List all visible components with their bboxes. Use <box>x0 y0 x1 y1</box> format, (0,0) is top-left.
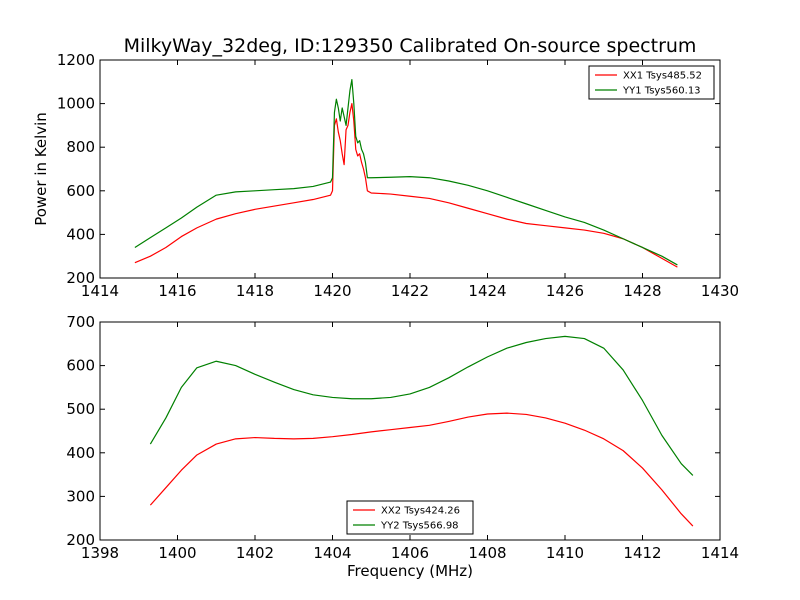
legend-box <box>346 500 474 535</box>
x-tick-label: 1420 <box>313 282 351 300</box>
x-tick-label: 1416 <box>158 282 196 300</box>
series-line-yy2 <box>149 335 694 476</box>
top-spectrum-panel: MilkyWay_32deg, ID:129350 Calibrated On-… <box>32 35 739 300</box>
legend: XX1 Tsys485.52 YY1 Tsys560.13 <box>588 65 715 100</box>
x-tick-label: 1410 <box>546 544 584 562</box>
top-y-axis-label: Power in Kelvin <box>32 112 50 226</box>
x-tick-label: 1414 <box>81 282 119 300</box>
y-tick-label: 700 <box>66 313 95 331</box>
legend-box <box>588 65 715 100</box>
x-tick-label: 1430 <box>701 282 739 300</box>
y-tick-label: 600 <box>66 357 95 375</box>
x-tick-label: 1402 <box>236 544 274 562</box>
x-tick-label: 1406 <box>391 544 429 562</box>
y-tick-label: 500 <box>66 400 95 418</box>
series-line-xx2 <box>149 412 694 527</box>
series-line-xx1 <box>134 103 678 268</box>
x-tick-label: 1418 <box>236 282 274 300</box>
x-tick-label: 1408 <box>468 544 506 562</box>
x-tick-label: 1398 <box>81 544 119 562</box>
y-tick-label: 200 <box>66 269 95 287</box>
y-tick-label: 300 <box>66 487 95 505</box>
legend-label: XX2 Tsys424.26 <box>381 506 460 517</box>
y-tick-label: 200 <box>66 531 95 549</box>
y-tick-label: 800 <box>66 138 95 156</box>
x-tick-label: 1428 <box>623 282 661 300</box>
bottom-x-axis-label: Frequency (MHz) <box>347 562 473 580</box>
legend-label: YY2 Tsys566.98 <box>380 521 459 532</box>
top-chart-title: MilkyWay_32deg, ID:129350 Calibrated On-… <box>124 35 697 57</box>
y-tick-label: 600 <box>66 182 95 200</box>
x-tick-label: 1422 <box>391 282 429 300</box>
x-tick-label: 1412 <box>623 544 661 562</box>
y-tick-label: 400 <box>66 444 95 462</box>
y-tick-label: 1000 <box>57 95 95 113</box>
legend-label: YY1 Tsys560.13 <box>622 86 701 97</box>
y-tick-label: 400 <box>66 225 95 243</box>
x-tick-label: 1424 <box>468 282 506 300</box>
y-tick-label: 1200 <box>57 51 95 69</box>
legend-label: XX1 Tsys485.52 <box>623 71 702 82</box>
x-tick-label: 1426 <box>546 282 584 300</box>
series-line-yy1 <box>134 79 678 266</box>
x-tick-label: 1414 <box>701 544 739 562</box>
legend: XX2 Tsys424.26 YY2 Tsys566.98 <box>346 500 474 535</box>
x-tick-label: 1400 <box>158 544 196 562</box>
x-tick-label: 1404 <box>313 544 351 562</box>
bottom-spectrum-panel: Frequency (MHz) 1398 1400 1402 1404 1406 1408… <box>66 313 739 580</box>
